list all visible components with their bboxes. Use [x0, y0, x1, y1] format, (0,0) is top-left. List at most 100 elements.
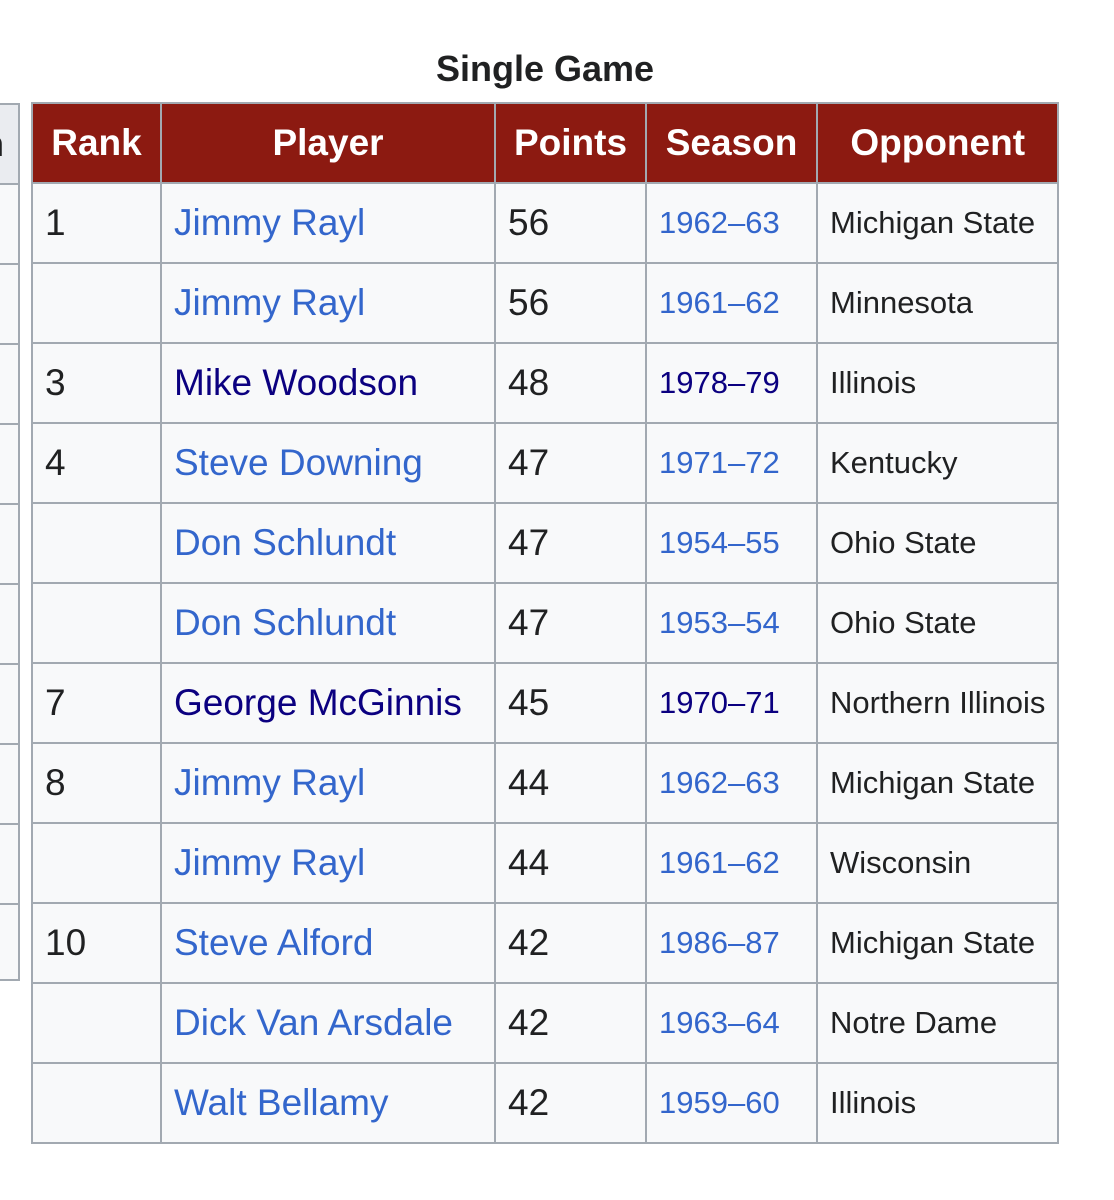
- table-row: 1 Jimmy Rayl 56 1962–63 Michigan State: [31, 182, 1060, 264]
- season-link[interactable]: 1971–72: [659, 445, 780, 480]
- table-row: 3 Mike Woodson 48 1978–79 Illinois: [31, 342, 1060, 424]
- season-cell: 1978–79: [645, 342, 818, 424]
- season-cell: 1959–60: [645, 1062, 818, 1144]
- season-link[interactable]: 1986–87: [659, 925, 780, 960]
- season-cell: 1962–63: [645, 182, 818, 264]
- points-cell: 56: [494, 182, 647, 264]
- points-cell: 48: [494, 342, 647, 424]
- points-cell: 44: [494, 742, 647, 824]
- opponent-cell: Illinois: [815, 342, 1060, 424]
- points-cell: 47: [494, 502, 647, 584]
- player-link[interactable]: Steve Downing: [174, 442, 423, 483]
- player-cell: George McGinnis: [160, 662, 496, 744]
- opponent-cell: Minnesota: [815, 262, 1060, 344]
- season-link[interactable]: 1953–54: [659, 605, 780, 640]
- season-cell: 1961–62: [645, 822, 818, 904]
- single-game-table: Rank Player Points Season Opponent 1 Jimm…: [31, 102, 1060, 1144]
- table-row: 8 Jimmy Rayl 44 1962–63 Michigan State: [31, 742, 1060, 824]
- points-cell: 56: [494, 262, 647, 344]
- season-cell: 1954–55: [645, 502, 818, 584]
- player-cell: Steve Downing: [160, 422, 496, 504]
- table-row: Jimmy Rayl 56 1961–62 Minnesota: [31, 262, 1060, 344]
- opponent-cell: Kentucky: [815, 422, 1060, 504]
- player-link[interactable]: Jimmy Rayl: [174, 282, 366, 323]
- season-link[interactable]: 1954–55: [659, 525, 780, 560]
- points-cell: 45: [494, 662, 647, 744]
- opponent-cell: Wisconsin: [815, 822, 1060, 904]
- player-cell: Dick Van Arsdale: [160, 982, 496, 1064]
- rank-cell: 10: [31, 902, 162, 984]
- season-link[interactable]: 1959–60: [659, 1085, 780, 1120]
- header-rank: Rank: [31, 102, 162, 184]
- season-cell: 1963–64: [645, 982, 818, 1064]
- points-cell: 42: [494, 982, 647, 1064]
- table-row: Walt Bellamy 42 1959–60 Illinois: [31, 1062, 1060, 1144]
- previous-table-fragment: n: [0, 103, 20, 981]
- table-caption: Single Game: [435, 48, 655, 89]
- season-link[interactable]: 1963–64: [659, 1005, 780, 1040]
- player-cell: Don Schlundt: [160, 502, 496, 584]
- player-link[interactable]: Walt Bellamy: [174, 1082, 389, 1123]
- player-cell: Jimmy Rayl: [160, 262, 496, 344]
- rank-cell: [31, 982, 162, 1064]
- player-cell: Don Schlundt: [160, 582, 496, 664]
- opponent-cell: Ohio State: [815, 582, 1060, 664]
- points-cell: 47: [494, 422, 647, 504]
- season-link[interactable]: 1961–62: [659, 845, 780, 880]
- player-link[interactable]: George McGinnis: [174, 682, 462, 723]
- table-row: Dick Van Arsdale 42 1963–64 Notre Dame: [31, 982, 1060, 1064]
- table-row: Don Schlundt 47 1954–55 Ohio State: [31, 502, 1060, 584]
- rank-cell: [31, 502, 162, 584]
- rank-cell: 8: [31, 742, 162, 824]
- season-link[interactable]: 1962–63: [659, 205, 780, 240]
- header-opponent: Opponent: [815, 102, 1060, 184]
- player-cell: Mike Woodson: [160, 342, 496, 424]
- opponent-cell: Northern Illinois: [815, 662, 1060, 744]
- player-link[interactable]: Mike Woodson: [174, 362, 419, 403]
- player-cell: Walt Bellamy: [160, 1062, 496, 1144]
- player-cell: Jimmy Rayl: [160, 182, 496, 264]
- player-link[interactable]: Don Schlundt: [174, 602, 397, 643]
- header-player: Player: [160, 102, 496, 184]
- season-link[interactable]: 1978–79: [659, 365, 780, 400]
- player-link[interactable]: Jimmy Rayl: [174, 842, 366, 883]
- season-link[interactable]: 1970–71: [659, 685, 780, 720]
- header-points: Points: [494, 102, 647, 184]
- previous-table-header: n: [0, 105, 18, 185]
- player-link[interactable]: Don Schlundt: [174, 522, 397, 563]
- season-link[interactable]: 1962–63: [659, 765, 780, 800]
- player-link[interactable]: Steve Alford: [174, 922, 374, 963]
- season-cell: 1986–87: [645, 902, 818, 984]
- player-cell: Jimmy Rayl: [160, 822, 496, 904]
- points-cell: 44: [494, 822, 647, 904]
- rank-cell: 7: [31, 662, 162, 744]
- table-row: Jimmy Rayl 44 1961–62 Wisconsin: [31, 822, 1060, 904]
- season-link[interactable]: 1961–62: [659, 285, 780, 320]
- opponent-cell: Michigan State: [815, 742, 1060, 824]
- points-cell: 47: [494, 582, 647, 664]
- table-row: 4 Steve Downing 47 1971–72 Kentucky: [31, 422, 1060, 504]
- player-cell: Jimmy Rayl: [160, 742, 496, 824]
- opponent-cell: Michigan State: [815, 182, 1060, 264]
- previous-table-header-text: n: [0, 123, 4, 165]
- season-cell: 1961–62: [645, 262, 818, 344]
- opponent-cell: Michigan State: [815, 902, 1060, 984]
- header-season: Season: [645, 102, 818, 184]
- rank-cell: 3: [31, 342, 162, 424]
- table-row: 10 Steve Alford 42 1986–87 Michigan State: [31, 902, 1060, 984]
- opponent-cell: Illinois: [815, 1062, 1060, 1144]
- opponent-cell: Notre Dame: [815, 982, 1060, 1064]
- table-row: 7 George McGinnis 45 1970–71 Northern Illino…: [31, 662, 1060, 744]
- season-cell: 1970–71: [645, 662, 818, 744]
- player-link[interactable]: Jimmy Rayl: [174, 762, 366, 803]
- points-cell: 42: [494, 1062, 647, 1144]
- season-cell: 1962–63: [645, 742, 818, 824]
- rank-cell: [31, 582, 162, 664]
- rank-cell: 1: [31, 182, 162, 264]
- player-link[interactable]: Dick Van Arsdale: [174, 1002, 453, 1043]
- rank-cell: [31, 1062, 162, 1144]
- player-cell: Steve Alford: [160, 902, 496, 984]
- player-link[interactable]: Jimmy Rayl: [174, 202, 366, 243]
- table-row: Don Schlundt 47 1953–54 Ohio State: [31, 582, 1060, 664]
